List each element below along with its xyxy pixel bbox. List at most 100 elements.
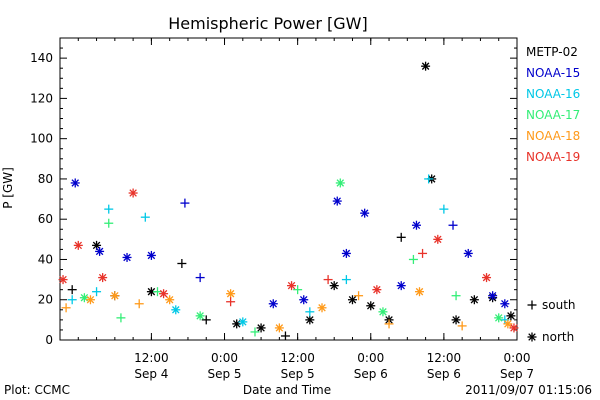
south-point	[396, 232, 406, 242]
x-tick-time: 12:00	[280, 351, 315, 365]
south-point	[116, 313, 126, 323]
north-point	[494, 313, 504, 323]
north-point	[238, 317, 248, 327]
north-point	[159, 289, 169, 299]
south-point	[293, 285, 303, 295]
south-point	[457, 321, 467, 331]
series-noaa-16	[67, 174, 510, 327]
south-point	[177, 258, 187, 268]
y-axis-label: P [GW]	[1, 167, 15, 209]
north-point	[70, 178, 80, 188]
marker-legend-label: north	[542, 330, 574, 344]
north-point	[274, 323, 284, 333]
north-point	[372, 285, 382, 295]
x-tick-time: 0:00	[211, 351, 238, 365]
x-tick-date: Sep 6	[427, 367, 461, 381]
north-point	[433, 234, 443, 244]
x-tick-time: 12:00	[134, 351, 169, 365]
north-point	[488, 291, 498, 301]
x-tick-time: 0:00	[504, 351, 531, 365]
series-noaa-18	[61, 287, 513, 333]
north-point	[305, 315, 315, 325]
y-tick-label: 100	[30, 132, 53, 146]
north-point	[195, 311, 205, 321]
legend-item: NOAA-16	[526, 87, 580, 101]
north-point	[360, 208, 370, 218]
north-point	[482, 273, 492, 283]
legend-item: NOAA-15	[526, 66, 580, 80]
x-tick-time: 0:00	[357, 351, 384, 365]
north-point	[128, 188, 138, 198]
south-point	[180, 198, 190, 208]
north-point	[146, 250, 156, 260]
y-axis: 0 20 40 60 80 100 120 140	[30, 37, 517, 347]
series-noaa-17	[79, 178, 504, 337]
south-point	[424, 174, 434, 184]
south-point	[418, 248, 428, 258]
south-point	[140, 212, 150, 222]
x-tick-date: Sep 5	[281, 367, 315, 381]
data-markers	[58, 61, 519, 341]
south-point	[201, 315, 211, 325]
south-point	[305, 307, 315, 317]
chart-title: Hemispheric Power [GW]	[168, 14, 367, 33]
legend-plus-symbol	[527, 300, 537, 310]
north-point	[506, 311, 516, 321]
north-point	[256, 323, 266, 333]
north-point	[329, 281, 339, 291]
y-tick-label: 120	[30, 91, 53, 105]
north-point	[287, 281, 297, 291]
x-tick-date: Sep 5	[207, 367, 241, 381]
series-noaa-15	[70, 178, 510, 309]
north-point	[378, 307, 388, 317]
north-point	[73, 240, 83, 250]
south-point	[226, 297, 236, 307]
legend-item: NOAA-18	[526, 129, 580, 143]
south-point	[250, 327, 260, 337]
south-point	[448, 220, 458, 230]
north-point	[226, 289, 236, 299]
north-point	[335, 178, 345, 188]
x-axis: 12:00 Sep 4 0:00 Sep 5 12:00 Sep 5 0:00 Sep 6 12…	[59, 38, 534, 381]
y-tick-label: 20	[38, 293, 53, 307]
north-point	[341, 248, 351, 258]
north-point	[299, 295, 309, 305]
x-tick-date: Sep 6	[354, 367, 388, 381]
north-point	[58, 275, 68, 285]
south-point	[104, 218, 114, 228]
x-axis-label: Date and Time	[243, 383, 331, 397]
north-point	[79, 293, 89, 303]
north-point	[421, 61, 431, 71]
north-point	[396, 281, 406, 291]
timestamp: 2011/09/07 01:15:06	[465, 383, 592, 397]
north-point	[347, 295, 357, 305]
north-point	[95, 246, 105, 256]
south-point	[195, 273, 205, 283]
north-point	[366, 301, 376, 311]
north-point	[469, 295, 479, 305]
south-point	[451, 291, 461, 301]
y-tick-label: 40	[38, 252, 53, 266]
north-point	[171, 305, 181, 315]
plot-credit: Plot: CCMC	[4, 383, 70, 397]
south-point	[134, 299, 144, 309]
y-tick-label: 0	[45, 333, 53, 347]
south-point	[341, 275, 351, 285]
north-point	[98, 273, 108, 283]
south-point	[67, 285, 77, 295]
series-metp-02	[67, 61, 516, 341]
north-point	[500, 299, 510, 309]
marker-legend: south north	[527, 298, 576, 344]
x-tick-date: Sep 7	[500, 367, 534, 381]
legend-item: NOAA-19	[526, 150, 580, 164]
north-point	[122, 252, 132, 262]
north-point	[411, 220, 421, 230]
x-tick-time: 12:00	[427, 351, 462, 365]
marker-legend-label: south	[542, 298, 576, 312]
south-point	[439, 204, 449, 214]
south-point	[61, 303, 71, 313]
north-point	[463, 248, 473, 258]
south-point	[92, 287, 102, 297]
y-tick-label: 80	[38, 172, 53, 186]
